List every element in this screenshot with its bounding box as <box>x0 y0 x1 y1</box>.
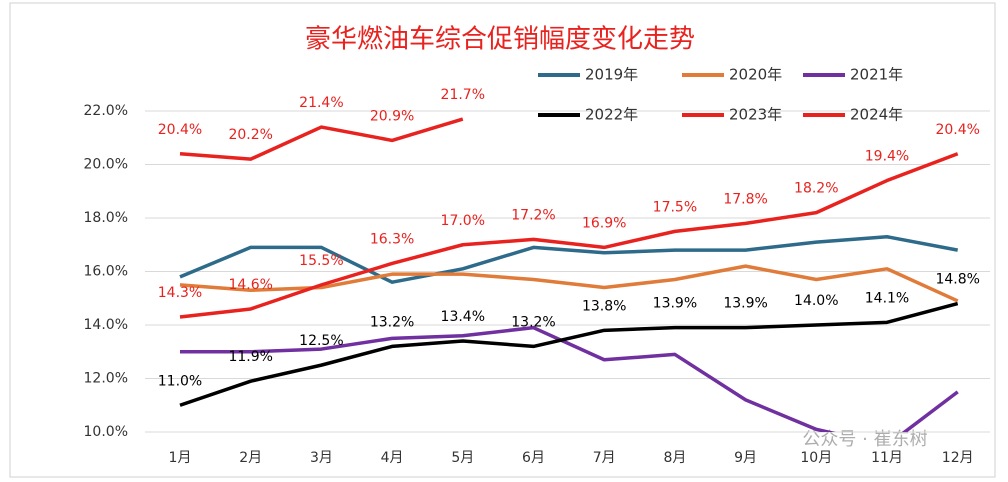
watermark: 公众号 · 崔东树 <box>802 429 927 450</box>
series-line <box>179 152 959 319</box>
x-tick-label: 6月 <box>522 450 545 466</box>
x-tick-label: 1月 <box>169 450 192 466</box>
data-label: 16.3% <box>370 231 414 247</box>
data-label: 21.4% <box>299 95 343 111</box>
series-line <box>179 301 959 407</box>
x-tick-label: 8月 <box>663 450 686 466</box>
data-label: 14.0% <box>794 293 838 309</box>
x-tick-label: 2月 <box>239 450 262 466</box>
x-tick-label: 7月 <box>593 450 616 466</box>
series-line <box>179 117 464 161</box>
data-label: 17.0% <box>441 213 485 229</box>
x-tick-label: 10月 <box>800 450 832 466</box>
x-tick-label: 5月 <box>451 450 474 466</box>
data-label: 14.3% <box>158 285 202 301</box>
data-label: 13.2% <box>511 314 555 330</box>
plot-area <box>179 117 959 432</box>
legend-label: 2019年 <box>585 66 638 84</box>
data-label: 20.9% <box>370 108 414 124</box>
data-label: 17.5% <box>653 199 697 215</box>
data-label: 13.9% <box>653 296 697 312</box>
data-label: 15.5% <box>299 253 343 269</box>
legend-label: 2021年 <box>850 66 903 84</box>
data-label: 20.2% <box>228 127 272 143</box>
data-label: 19.4% <box>865 149 909 165</box>
series-line <box>180 325 959 432</box>
legend-label: 2020年 <box>729 66 782 84</box>
data-label: 11.9% <box>228 349 272 365</box>
data-label: 17.8% <box>723 191 767 207</box>
data-label: 13.4% <box>441 309 485 325</box>
legend-label: 2023年 <box>729 106 782 124</box>
data-label: 14.1% <box>865 290 909 306</box>
data-label: 21.7% <box>441 87 485 103</box>
chart-title: 豪华燃油车综合促销幅度变化走势 <box>305 25 695 55</box>
x-tick-label: 12月 <box>942 450 974 466</box>
y-tick-label: 14.0% <box>84 317 128 333</box>
data-label: 20.4% <box>935 122 979 138</box>
series-line <box>179 234 959 284</box>
y-tick-label: 12.0% <box>84 371 128 387</box>
data-label: 13.8% <box>582 298 626 314</box>
y-tick-label: 16.0% <box>84 264 128 280</box>
data-label: 17.2% <box>511 207 555 223</box>
data-label: 14.6% <box>228 277 272 293</box>
legend-label: 2022年 <box>585 106 638 124</box>
y-tick-label: 20.0% <box>84 157 128 173</box>
legend-label: 2024年 <box>850 106 903 124</box>
data-label: 11.0% <box>158 373 202 389</box>
y-tick-label: 22.0% <box>84 103 128 119</box>
data-label: 18.2% <box>794 181 838 197</box>
x-tick-label: 9月 <box>734 450 757 466</box>
y-tick-label: 18.0% <box>84 210 128 226</box>
data-label: 14.8% <box>935 272 979 288</box>
y-tick-label: 10.0% <box>84 424 128 440</box>
data-label: 20.4% <box>158 122 202 138</box>
x-tick-label: 4月 <box>381 450 404 466</box>
data-label: 16.9% <box>582 215 626 231</box>
x-tick-label: 3月 <box>310 450 333 466</box>
data-label: 12.5% <box>299 333 343 349</box>
data-label: 13.2% <box>370 314 414 330</box>
x-tick-label: 11月 <box>871 450 903 466</box>
data-label: 13.9% <box>723 296 767 312</box>
